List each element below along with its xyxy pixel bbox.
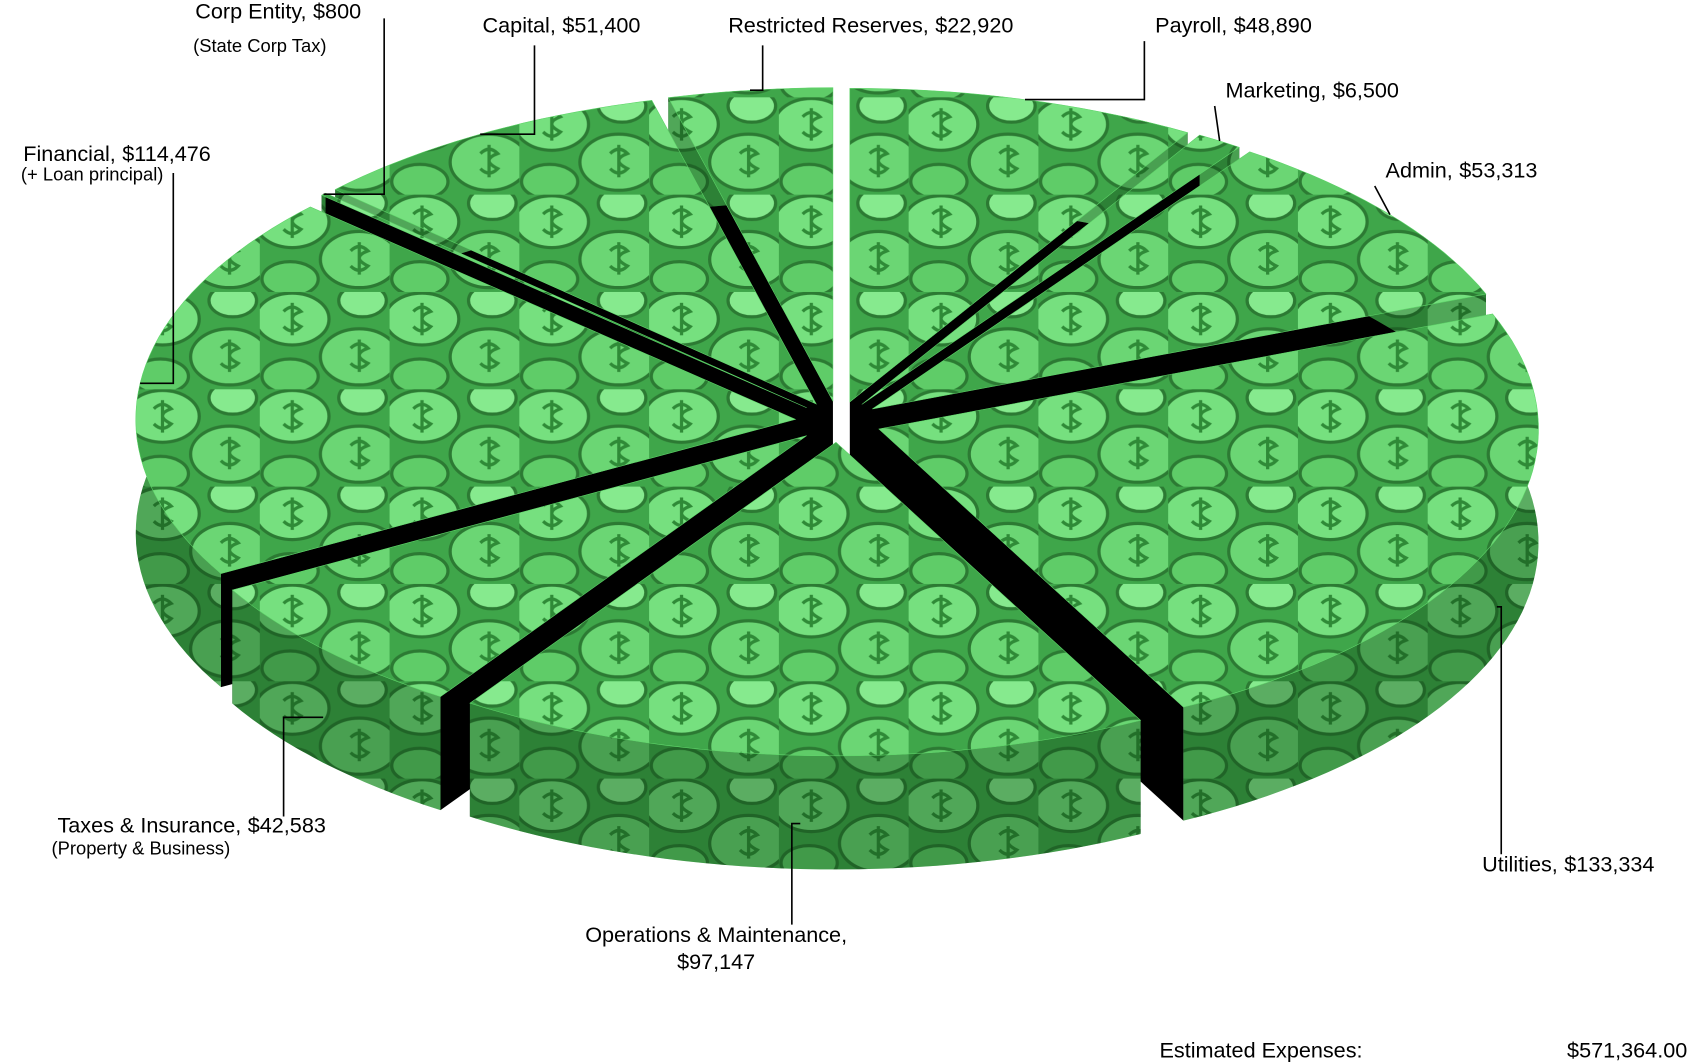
slice-label: Operations & Maintenance,$97,147	[585, 922, 847, 974]
slice-label: Admin,$53,313	[1386, 157, 1538, 182]
value-label: $800	[313, 0, 361, 23]
category-label: Operations & Maintenance,	[585, 922, 847, 947]
leader-line	[324, 18, 385, 194]
leader-line	[1025, 41, 1144, 100]
value-label: $6,500	[1333, 77, 1399, 102]
category-label: Admin,	[1386, 157, 1453, 182]
category-label: Corp Entity,	[195, 0, 306, 23]
pie	[136, 88, 1539, 870]
slice-label: Financial, $114,476	[23, 141, 211, 166]
page: Payroll, $48,890 Marketing, $6,500 Admin,$53…	[0, 0, 1694, 1063]
value-label: $51,400	[562, 12, 640, 37]
value-label: $53,313	[1459, 157, 1537, 182]
slice-label: Corp Entity, $800	[195, 0, 361, 23]
value-label: $133,334	[1564, 852, 1654, 877]
total-label: Estimated Expenses:	[1160, 1038, 1363, 1063]
slice-label: Utilities,$133,334	[1482, 852, 1654, 877]
category-label: Restricted Reserves,	[728, 12, 929, 37]
leader-line	[750, 45, 763, 90]
value-label: $42,583	[248, 813, 326, 838]
slice-note: (+ Loan principal)	[21, 164, 164, 185]
chart: Payroll, $48,890 Marketing, $6,500 Admin,$53…	[0, 0, 1694, 1063]
slice-label: Payroll, $48,890	[1155, 12, 1312, 37]
slice-label: Capital,$51,400	[483, 12, 641, 37]
slice-label: Restricted Reserves,$22,920	[728, 12, 1013, 37]
value-label: $22,920	[935, 12, 1013, 37]
value-label: $97,147	[677, 949, 755, 974]
slice-label: Marketing, $6,500	[1225, 77, 1398, 102]
leader-line	[1215, 106, 1220, 141]
slice-note: (Property & Business)	[51, 837, 230, 858]
total-value: $571,364.00	[1567, 1038, 1687, 1063]
category-label: Marketing,	[1225, 77, 1326, 102]
slice-label: Taxes & Insurance, $42,583	[57, 813, 325, 838]
category-label: Taxes & Insurance,	[57, 813, 241, 838]
value-label: $48,890	[1234, 12, 1312, 37]
category-label: Utilities,	[1482, 852, 1558, 877]
slice-note: (State Corp Tax)	[193, 35, 326, 56]
category-label: Payroll,	[1155, 12, 1227, 37]
category-label: Capital,	[483, 12, 556, 37]
category-label: Financial,	[23, 141, 115, 166]
leader-line	[480, 45, 534, 134]
value-label: $114,476	[122, 141, 211, 166]
